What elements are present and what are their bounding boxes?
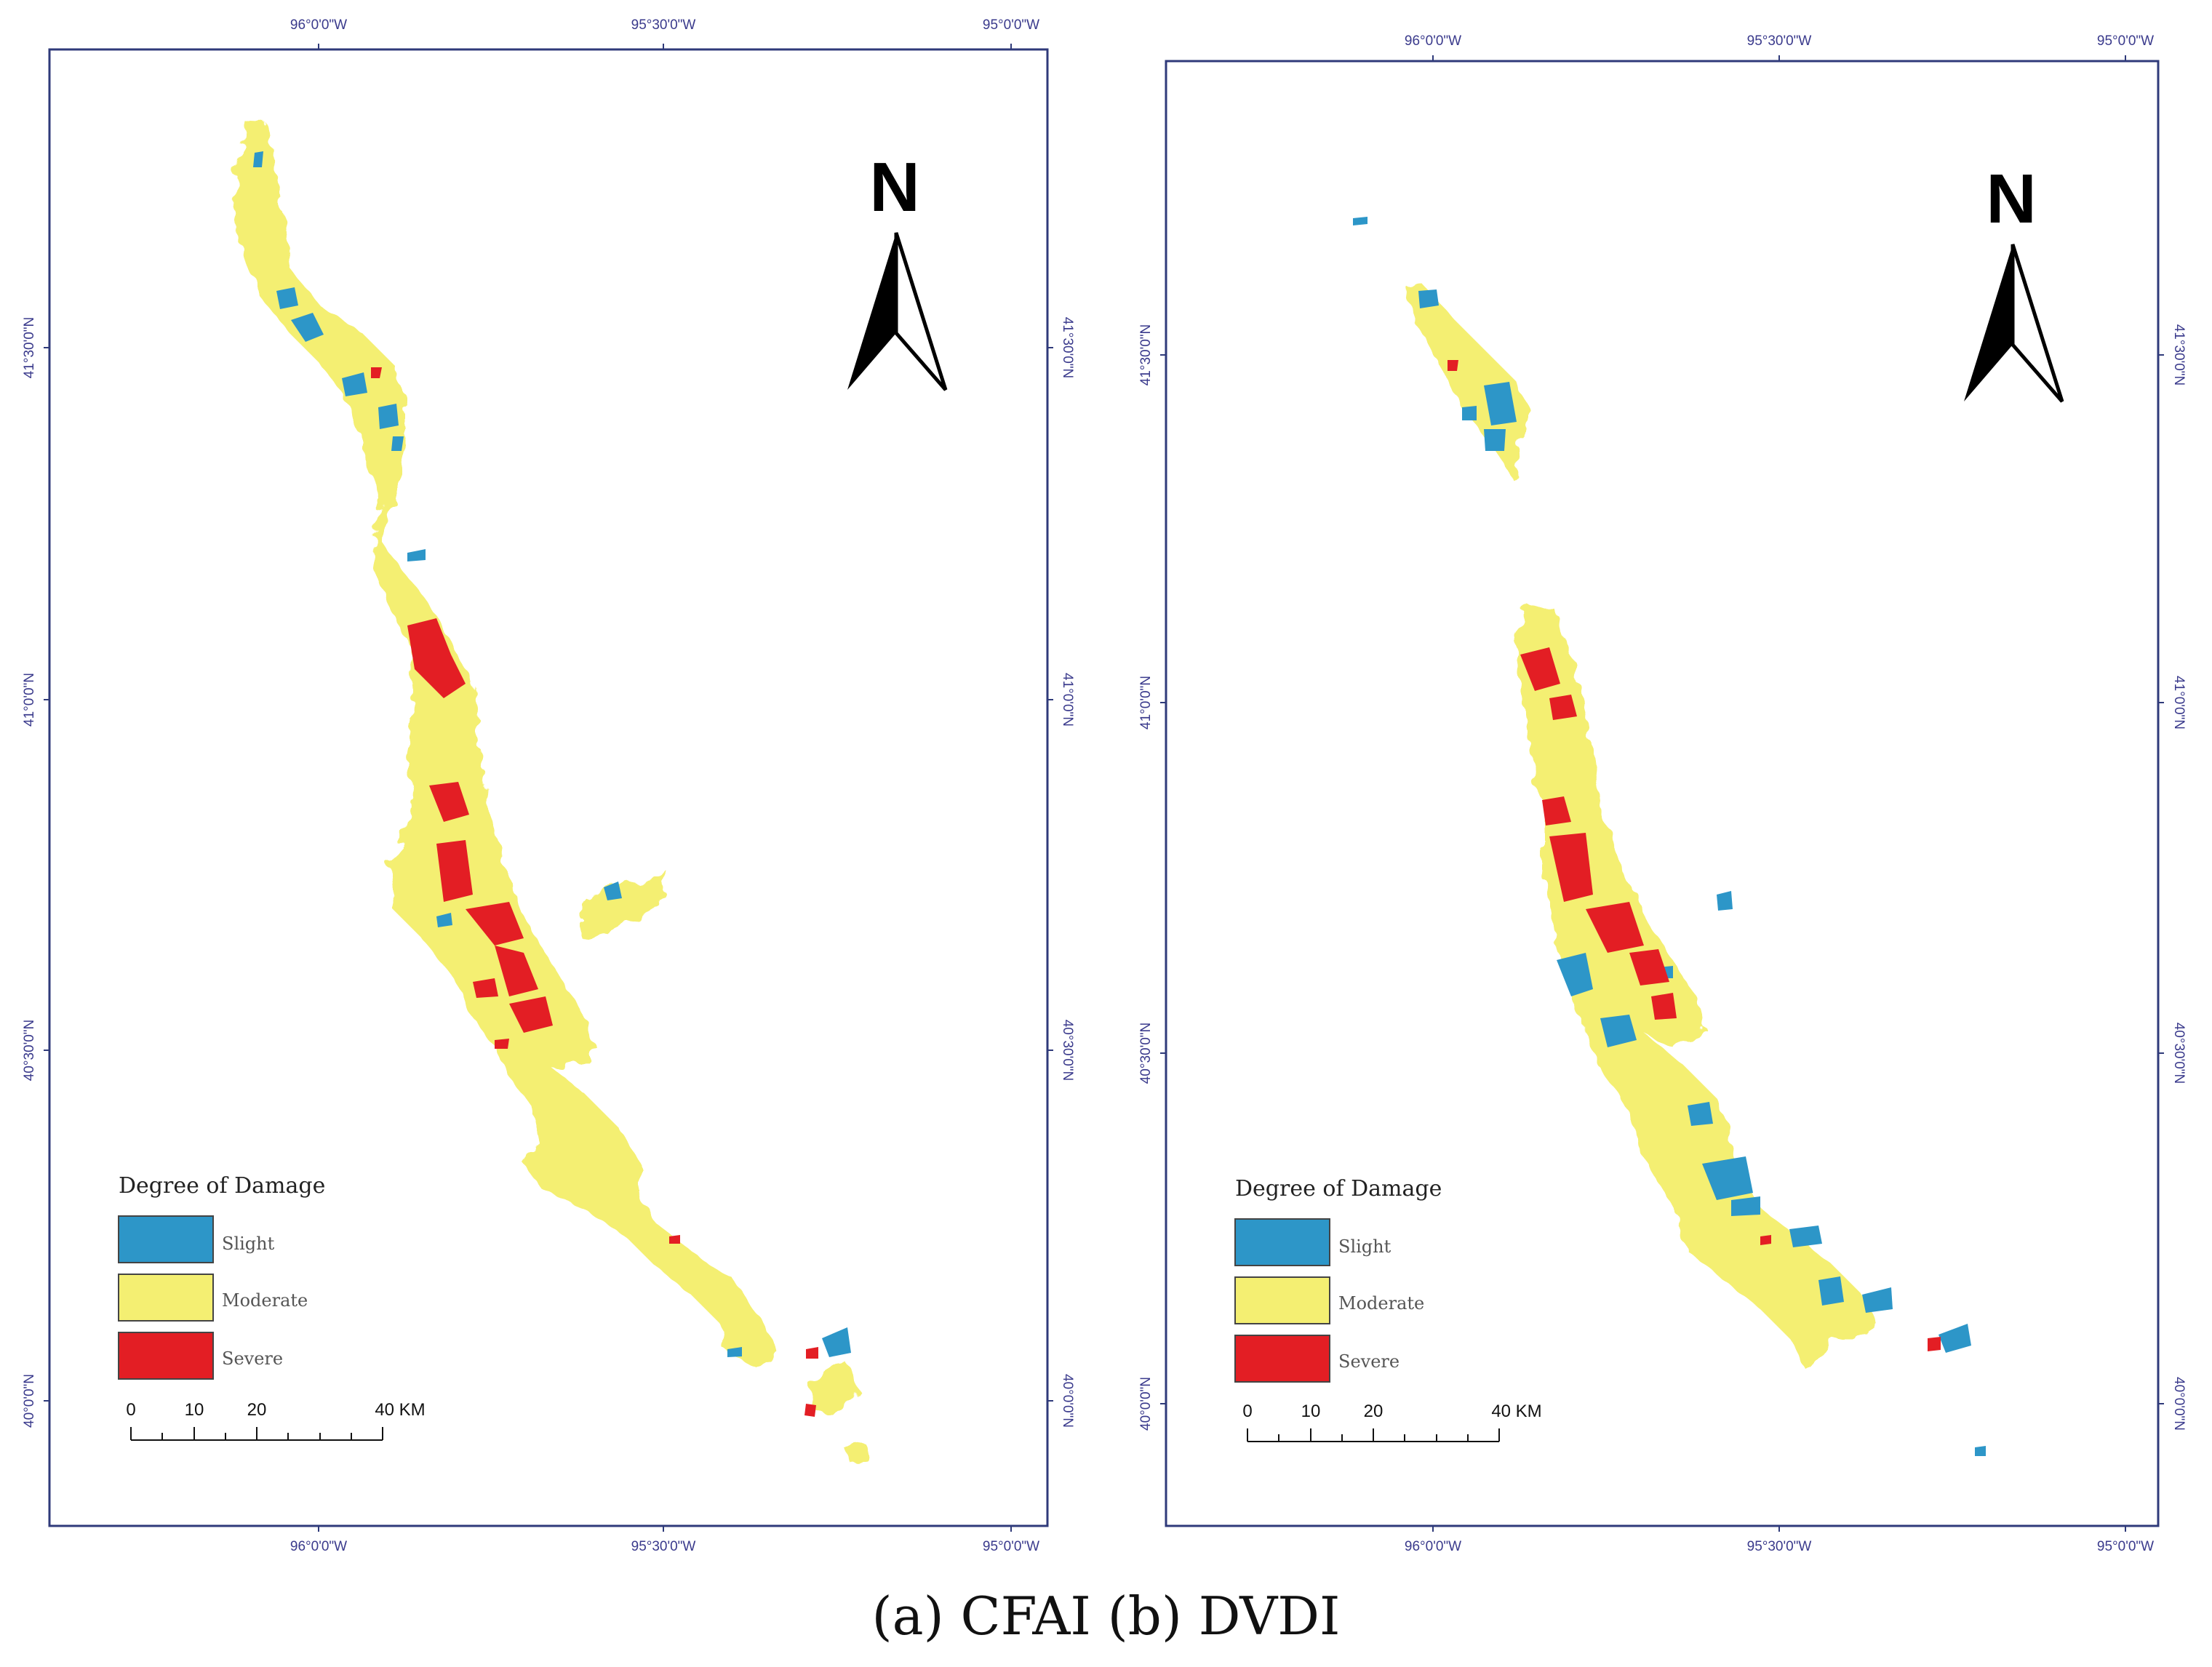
- lat-label-left-40: 40°0'0"N: [1138, 1377, 1154, 1431]
- legend-swatch-severe: [118, 1332, 214, 1380]
- legend-swatch-moderate: [1234, 1276, 1330, 1324]
- legend-swatch-slight: [118, 1215, 214, 1263]
- lon-label-bottom-95: 95°0'0"W: [2097, 1539, 2154, 1554]
- lon-label-top-96: 96°0'0"W: [1405, 33, 1461, 49]
- lat-label-right-41: 41°0'0"N: [1060, 673, 1075, 727]
- scale-label-20: 20: [1364, 1402, 1384, 1421]
- slight-damage-patches: [1353, 217, 1986, 1456]
- scale-label-40km: 40 KM: [1491, 1402, 1541, 1421]
- scale-label-0: 0: [126, 1400, 135, 1420]
- severe-damage-patches: [371, 367, 818, 1417]
- slight-damage-patches: [253, 151, 851, 1357]
- lon-label-top-96: 96°0'0"W: [290, 17, 347, 33]
- legend: Degree of Damage Slight Moderate Severe: [118, 1173, 325, 1380]
- lon-label-bottom-9530: 95°30'0"W: [631, 1539, 696, 1554]
- lat-label-right-4130: 41°30'0"N: [2171, 324, 2187, 386]
- legend-label-moderate: Moderate: [1338, 1293, 1424, 1314]
- lat-label-left-41: 41°0'0"N: [22, 673, 37, 727]
- moderate-damage-outlier: [844, 1444, 869, 1463]
- lon-label-bottom-95: 95°0'0"W: [983, 1539, 1039, 1554]
- legend-label-slight: Slight: [222, 1234, 275, 1254]
- lat-label-left-4130: 41°30'0"N: [1138, 324, 1154, 386]
- lat-label-right-41: 41°0'0"N: [2171, 676, 2187, 729]
- legend: Degree of Damage Slight Moderate Severe: [1234, 1176, 1442, 1383]
- map-panel-a: 96°0'0"W 95°30'0"W 95°0'0"W 96°0'0"W 95°…: [22, 17, 1075, 1554]
- lat-label-right-40: 40°0'0"N: [2171, 1377, 2187, 1431]
- legend-title: Degree of Damage: [119, 1173, 325, 1199]
- legend-title: Degree of Damage: [1235, 1176, 1442, 1202]
- lat-label-right-4030: 40°30'0"N: [2171, 1023, 2187, 1084]
- lat-label-left-4030: 40°30'0"N: [1138, 1023, 1154, 1084]
- north-arrow-letter: N: [869, 148, 919, 226]
- lon-label-top-9530: 95°30'0"W: [1747, 33, 1812, 49]
- lon-label-bottom-9530: 95°30'0"W: [1747, 1539, 1812, 1554]
- graticule-ticks: [1160, 55, 2164, 1532]
- legend-swatch-severe: [1234, 1335, 1330, 1383]
- lat-label-left-4130: 41°30'0"N: [22, 317, 37, 379]
- lat-label-right-4130: 41°30'0"N: [1060, 317, 1075, 379]
- legend-label-moderate: Moderate: [222, 1290, 308, 1311]
- lon-label-bottom-96: 96°0'0"W: [290, 1539, 347, 1554]
- lon-label-top-95: 95°0'0"W: [983, 17, 1039, 33]
- north-arrow: N: [1964, 160, 2064, 403]
- map-frame: [1165, 60, 2160, 1527]
- lat-label-right-4030: 40°30'0"N: [1060, 1020, 1075, 1082]
- legend-swatch-slight: [1234, 1218, 1330, 1266]
- scale-bar: 0 10 20 40 KM: [126, 1400, 426, 1441]
- legend-label-severe: Severe: [222, 1348, 283, 1369]
- lat-label-right-40: 40°0'0"N: [1060, 1374, 1075, 1428]
- legend-label-severe: Severe: [1338, 1351, 1400, 1372]
- lon-label-bottom-96: 96°0'0"W: [1405, 1539, 1461, 1554]
- damage-corridor: [233, 120, 869, 1463]
- lon-label-top-9530: 95°30'0"W: [631, 17, 696, 33]
- lat-label-left-41: 41°0'0"N: [1138, 676, 1154, 729]
- severe-damage-patches: [1448, 360, 1941, 1351]
- north-arrow-letter: N: [1986, 160, 2036, 238]
- lon-label-top-95: 95°0'0"W: [2097, 33, 2154, 49]
- legend-swatch-moderate: [118, 1274, 214, 1322]
- moderate-damage-outlier: [807, 1360, 858, 1418]
- top-ticks: [44, 44, 1053, 1532]
- moderate-damage-outlier: [582, 873, 669, 938]
- scale-label-0: 0: [1242, 1402, 1252, 1421]
- scale-label-10: 10: [185, 1400, 204, 1420]
- north-arrow: N: [847, 148, 948, 391]
- map-panel-b: 96°0'0"W 95°30'0"W 95°0'0"W 96°0'0"W 95°…: [1138, 33, 2187, 1554]
- lat-label-left-40: 40°0'0"N: [22, 1374, 37, 1428]
- scale-label-20: 20: [247, 1400, 267, 1420]
- figure-caption: (a) CFAI (b) DVDI: [871, 1586, 1341, 1647]
- scale-label-10: 10: [1301, 1402, 1321, 1421]
- lat-label-left-4030: 40°30'0"N: [22, 1020, 37, 1082]
- moderate-damage-area: [233, 120, 778, 1367]
- scale-bar: 0 10 20 40 KM: [1242, 1402, 1542, 1442]
- legend-label-slight: Slight: [1338, 1236, 1392, 1257]
- scale-label-40km: 40 KM: [375, 1400, 425, 1420]
